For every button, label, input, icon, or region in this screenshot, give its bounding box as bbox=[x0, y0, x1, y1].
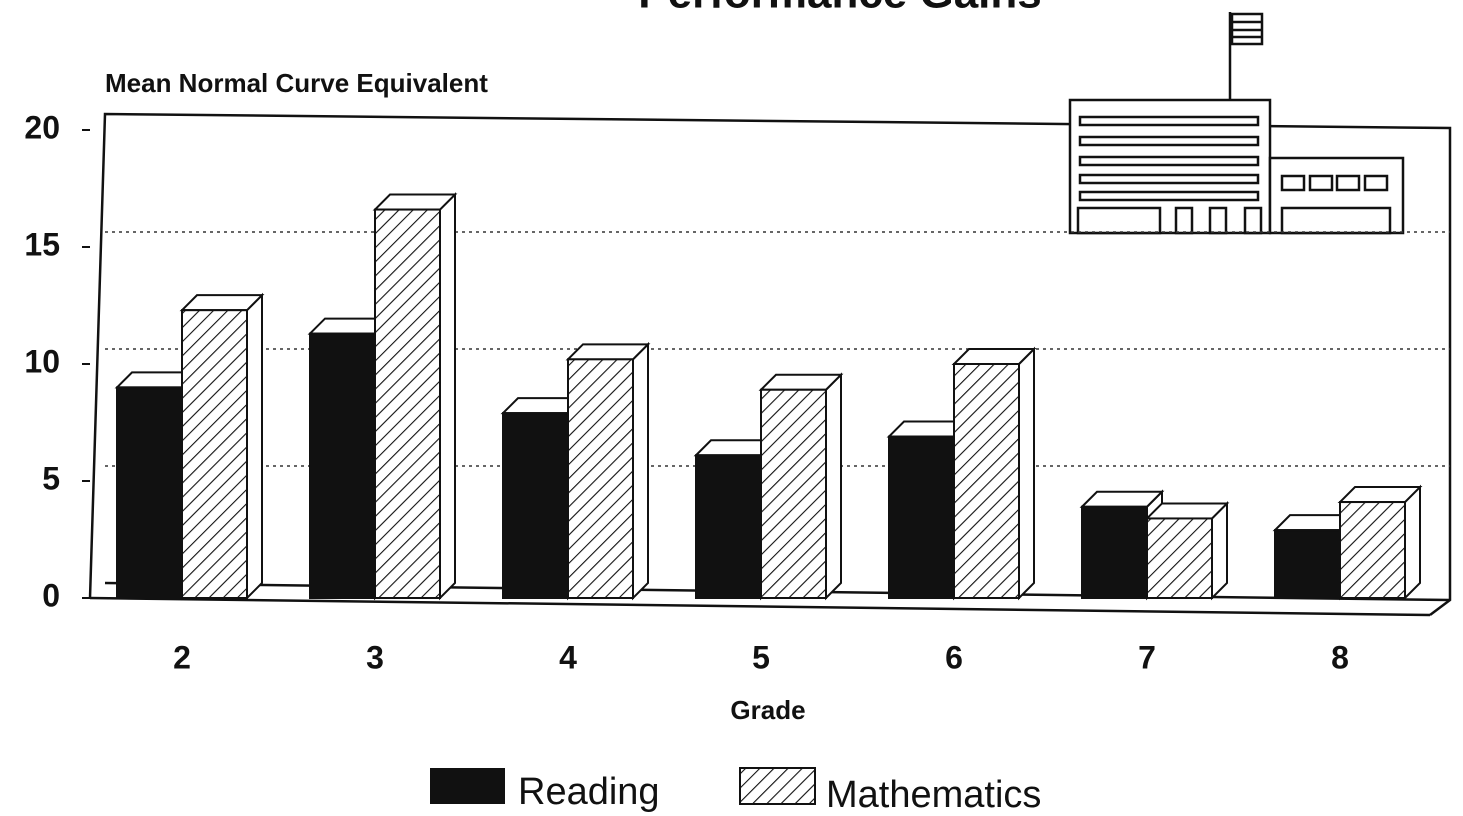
bar-top bbox=[568, 344, 648, 359]
building-icon bbox=[1070, 12, 1403, 233]
bar-top bbox=[182, 295, 262, 310]
bar-front bbox=[696, 455, 761, 598]
legend-label: Reading bbox=[518, 771, 660, 813]
x-tick-label: 4 bbox=[559, 639, 577, 675]
bar-front bbox=[1147, 518, 1212, 598]
legend: Reading Mathematics bbox=[430, 768, 1041, 816]
y-tick-label: 10 bbox=[24, 343, 60, 379]
bar-front bbox=[761, 390, 826, 598]
x-tick-label: 7 bbox=[1138, 639, 1156, 675]
bar-top bbox=[954, 349, 1034, 364]
y-tick-label: 15 bbox=[24, 226, 60, 262]
bar-side bbox=[1212, 503, 1227, 598]
bar bbox=[182, 295, 262, 598]
legend-swatch bbox=[430, 768, 505, 804]
chart-title: Performance Gains bbox=[638, 0, 1042, 18]
bar-front bbox=[503, 413, 568, 598]
bar-side bbox=[247, 295, 262, 598]
x-tick-label: 5 bbox=[752, 639, 770, 675]
x-tick-label: 6 bbox=[945, 639, 963, 675]
x-axis-label: Grade bbox=[730, 695, 805, 725]
bar bbox=[1340, 487, 1420, 598]
bar-side bbox=[633, 344, 648, 598]
bar bbox=[954, 349, 1034, 598]
bar-top bbox=[375, 195, 455, 210]
bar-front bbox=[117, 387, 182, 598]
y-tick-label: 20 bbox=[24, 109, 60, 145]
y-axis-label: Mean Normal Curve Equivalent bbox=[105, 68, 488, 98]
bar bbox=[375, 195, 455, 598]
bar-front bbox=[954, 364, 1019, 598]
bar-front bbox=[182, 310, 247, 598]
bar-top bbox=[761, 375, 841, 390]
bar-front bbox=[889, 437, 954, 598]
x-tick-label: 2 bbox=[173, 639, 191, 675]
bar-front bbox=[310, 334, 375, 598]
bar-front bbox=[1275, 530, 1340, 598]
x-tick-label: 8 bbox=[1331, 639, 1349, 675]
bar bbox=[761, 375, 841, 598]
bar-front bbox=[1340, 502, 1405, 598]
bar-top bbox=[1082, 492, 1162, 507]
legend-label: Mathematics bbox=[826, 774, 1041, 816]
bar bbox=[568, 344, 648, 598]
bar-side bbox=[1405, 487, 1420, 598]
bar-top bbox=[1147, 503, 1227, 518]
bar-side bbox=[826, 375, 841, 598]
bar-front bbox=[1082, 507, 1147, 598]
bar-front bbox=[568, 359, 633, 598]
y-tick-label: 0 bbox=[42, 577, 60, 613]
chart: Performance Gains Mean Normal Curve Equi… bbox=[0, 0, 1463, 816]
legend-swatch bbox=[740, 768, 815, 804]
bar-side bbox=[440, 195, 455, 598]
bar-top bbox=[1340, 487, 1420, 502]
bar-side bbox=[1019, 349, 1034, 598]
y-tick-label: 5 bbox=[42, 460, 60, 496]
bar bbox=[1147, 503, 1227, 598]
x-tick-label: 3 bbox=[366, 639, 384, 675]
bar-front bbox=[375, 210, 440, 598]
